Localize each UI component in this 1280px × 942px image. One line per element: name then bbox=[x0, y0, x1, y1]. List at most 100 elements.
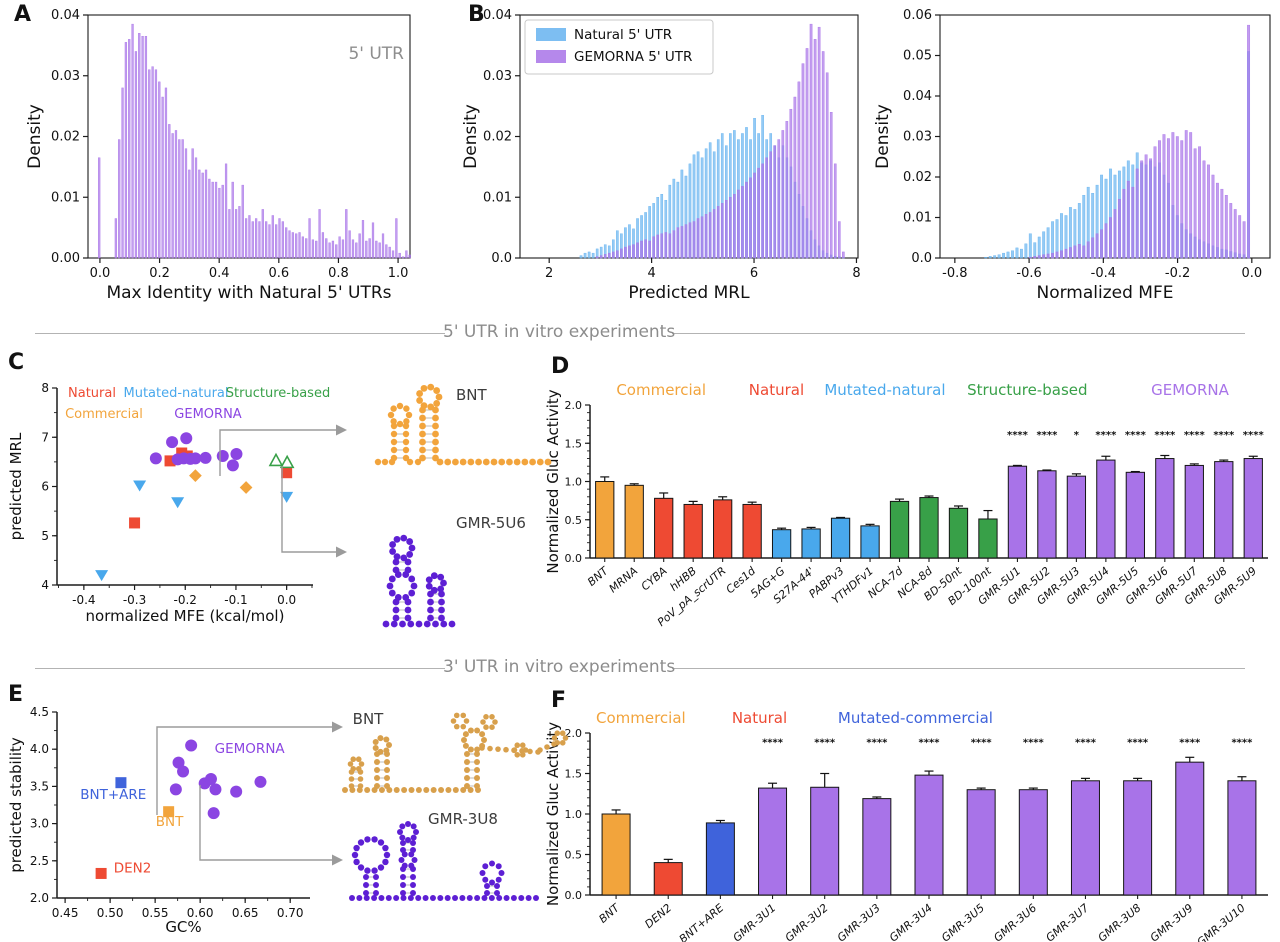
rna-bead bbox=[460, 723, 467, 730]
bar-label: BNT+ARE bbox=[677, 901, 727, 942]
chart-text: -0.3 bbox=[123, 593, 146, 607]
plot-annotation: 5' UTR bbox=[348, 44, 404, 64]
hist-bar bbox=[378, 242, 381, 259]
structure-label: GMR-5U6 bbox=[456, 514, 526, 532]
chart-text: 0.01 bbox=[51, 190, 80, 205]
rna-structures-5utr: BNT GMR-5U6 bbox=[219, 383, 552, 628]
hist-bar bbox=[131, 23, 134, 259]
rna-bead bbox=[423, 620, 431, 628]
hist-bar bbox=[315, 240, 318, 259]
hist-bar bbox=[275, 224, 278, 259]
hist-bar bbox=[805, 48, 809, 259]
hist-bar bbox=[204, 169, 208, 259]
rna-bead bbox=[399, 823, 406, 830]
hist-bar bbox=[821, 51, 825, 259]
rna-bead bbox=[353, 858, 360, 866]
rna-bead bbox=[559, 739, 566, 746]
bar-group-GMR-3U7: GMR-3U7 **** bbox=[1043, 738, 1100, 942]
y-axis-title: Normalized Gluc Activity bbox=[544, 389, 562, 573]
chart-svg-E: 2.0 2.5 3.0 3.5 4.0 4.5 0.45 0.50 0.55 0.60 0.65 0.… bbox=[7, 705, 310, 936]
hist-bar bbox=[1086, 241, 1090, 259]
rna-bead bbox=[396, 402, 404, 410]
hist-bar bbox=[660, 233, 664, 259]
rna-bead bbox=[479, 870, 486, 876]
rna-bead bbox=[551, 735, 558, 741]
hist-bar bbox=[1033, 256, 1037, 259]
panel-label-f: F bbox=[551, 688, 567, 713]
axes: 0.0 0.01 0.02 0.03 0.04 0.05 0.06 -0.8 -0.6 -0.4 -… bbox=[873, 8, 1271, 303]
rna-bead bbox=[513, 458, 521, 466]
rna-bead bbox=[462, 742, 469, 749]
rna-bead bbox=[506, 458, 513, 466]
rna-bead bbox=[482, 863, 489, 870]
hist-bar bbox=[265, 221, 268, 259]
rna-bead bbox=[438, 787, 445, 793]
hist-bar bbox=[817, 26, 821, 259]
hist-bar bbox=[124, 42, 128, 259]
rna-bead bbox=[382, 620, 390, 628]
rna-bead bbox=[364, 867, 371, 874]
rna-bead bbox=[415, 620, 423, 628]
hist-bar bbox=[1238, 215, 1242, 259]
hist-bar bbox=[599, 255, 603, 259]
rna-bead bbox=[408, 862, 415, 869]
hist-bar bbox=[211, 181, 214, 259]
rna-bead bbox=[377, 839, 385, 846]
bar-group-GMR-3U4: GMR-3U4 **** bbox=[887, 738, 944, 942]
arrow-icon bbox=[336, 424, 347, 436]
hist-bar bbox=[181, 139, 184, 259]
rna-bead bbox=[498, 870, 505, 876]
hist-bar bbox=[724, 200, 728, 259]
rna-bead bbox=[481, 737, 487, 743]
rna-bead bbox=[437, 895, 444, 901]
rna-bead bbox=[444, 458, 452, 466]
rna-bead bbox=[377, 748, 384, 755]
hist-bar bbox=[391, 250, 395, 259]
rna-bead bbox=[511, 747, 518, 753]
hist-bar bbox=[214, 181, 218, 259]
point bbox=[239, 481, 253, 494]
rna-bead bbox=[544, 744, 550, 750]
point bbox=[171, 497, 185, 509]
hist-bar bbox=[355, 242, 358, 259]
rna-bead bbox=[356, 895, 363, 901]
rna-bead bbox=[480, 719, 486, 725]
chart-text: -0.8 bbox=[942, 266, 967, 281]
hist-bar bbox=[1162, 134, 1166, 259]
point bbox=[230, 447, 243, 460]
hist-bar bbox=[168, 124, 171, 259]
bar-group-GMR-3U2: GMR-3U2 **** bbox=[783, 738, 840, 942]
rna-bead bbox=[525, 895, 532, 901]
hist-bar bbox=[809, 23, 813, 259]
hist-bar bbox=[1077, 244, 1081, 259]
hist-bar bbox=[656, 234, 660, 259]
hist-bar bbox=[328, 242, 331, 259]
y-axis-title: predicted stability bbox=[7, 737, 25, 873]
rna-bead bbox=[452, 895, 459, 901]
rna-bead bbox=[364, 836, 371, 843]
hist-bar bbox=[351, 239, 355, 259]
rna-bead bbox=[519, 751, 526, 758]
bar bbox=[1227, 780, 1257, 896]
rna-bead bbox=[416, 390, 424, 397]
rna-bead bbox=[427, 383, 435, 391]
rna-bead bbox=[347, 761, 354, 767]
rna-bead bbox=[437, 585, 445, 593]
panel-e-rna-structures: BNT GMR-3U8 bbox=[140, 688, 570, 940]
hist-bar bbox=[1046, 227, 1050, 259]
hist-bar bbox=[308, 218, 311, 259]
divider-line bbox=[35, 333, 445, 334]
hist-bar bbox=[1202, 160, 1206, 259]
hist-bar bbox=[188, 169, 191, 259]
hist-bar bbox=[1073, 245, 1077, 259]
hist-bar bbox=[1095, 233, 1099, 259]
rna-bead bbox=[448, 620, 456, 628]
hist-bar bbox=[1011, 250, 1014, 259]
significance-stars: **** bbox=[1023, 738, 1045, 749]
x-axis-title: normalized MFE (kcal/mol) bbox=[86, 607, 285, 625]
chart-text: 0.02 bbox=[51, 130, 80, 145]
rna-bead bbox=[410, 834, 417, 841]
rna-bead bbox=[350, 756, 357, 763]
